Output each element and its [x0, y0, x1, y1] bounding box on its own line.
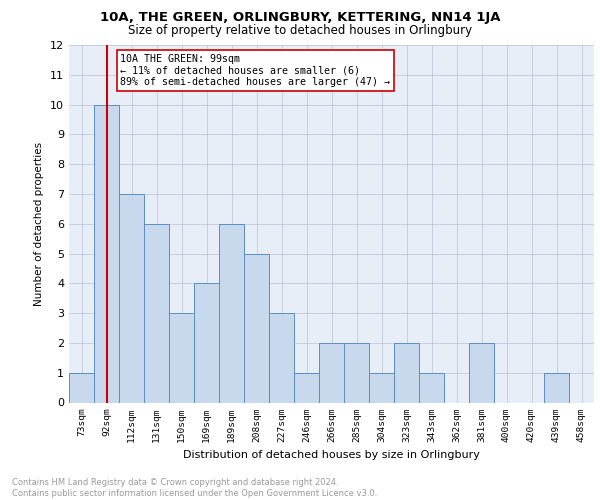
Text: 10A THE GREEN: 99sqm
← 11% of detached houses are smaller (6)
89% of semi-detach: 10A THE GREEN: 99sqm ← 11% of detached h… — [120, 54, 390, 87]
Bar — [394, 343, 419, 402]
Y-axis label: Number of detached properties: Number of detached properties — [34, 142, 44, 306]
Bar — [294, 372, 319, 402]
Bar — [94, 104, 119, 403]
Bar — [369, 372, 394, 402]
Text: Contains HM Land Registry data © Crown copyright and database right 2024.
Contai: Contains HM Land Registry data © Crown c… — [12, 478, 377, 498]
Bar — [119, 194, 144, 402]
X-axis label: Distribution of detached houses by size in Orlingbury: Distribution of detached houses by size … — [183, 450, 480, 460]
Bar — [144, 224, 169, 402]
Bar — [469, 343, 494, 402]
Bar — [194, 284, 219, 403]
Bar — [544, 372, 569, 402]
Bar — [219, 224, 244, 402]
Bar — [319, 343, 344, 402]
Bar — [419, 372, 444, 402]
Bar — [244, 254, 269, 402]
Bar — [69, 372, 94, 402]
Text: 10A, THE GREEN, ORLINGBURY, KETTERING, NN14 1JA: 10A, THE GREEN, ORLINGBURY, KETTERING, N… — [100, 11, 500, 24]
Text: Size of property relative to detached houses in Orlingbury: Size of property relative to detached ho… — [128, 24, 472, 37]
Bar — [169, 313, 194, 402]
Bar — [344, 343, 369, 402]
Bar — [269, 313, 294, 402]
